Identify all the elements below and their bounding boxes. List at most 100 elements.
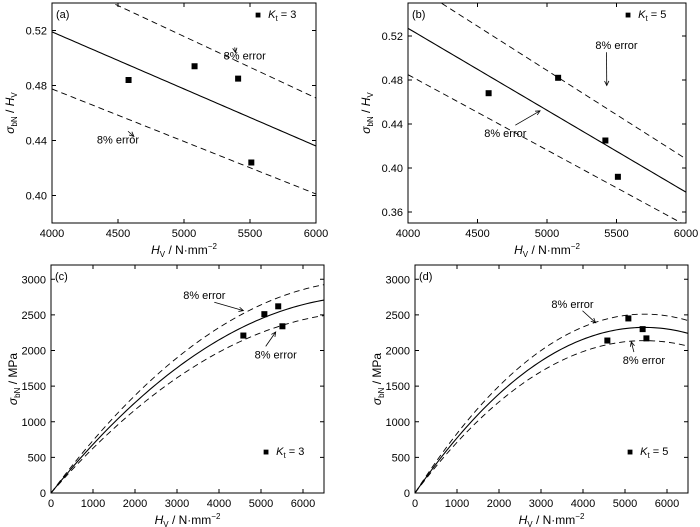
panel-label: (d) [419, 271, 432, 283]
legend-var: K [268, 9, 276, 21]
lower-error-bound [415, 340, 688, 493]
y-tick-label: 0.52 [382, 31, 403, 43]
y-tick-label: 1500 [22, 381, 46, 393]
plot-frame [50, 264, 325, 494]
x-axis-var: H [155, 513, 164, 527]
x-tick-label: 4000 [571, 498, 595, 510]
annotation-arrowhead [271, 331, 277, 337]
annotation-arrowhead [238, 306, 245, 312]
x-axis-unit: / N·mm [533, 513, 576, 527]
y-axis-sep: / MPa [6, 353, 20, 388]
fit-line [51, 299, 324, 493]
y-tick-label: 0.44 [382, 119, 403, 131]
x-tick-label: 6000 [291, 498, 315, 510]
y-axis-var2: H [359, 97, 373, 106]
x-tick-label: 3000 [529, 498, 553, 510]
x-tick-label: 5000 [613, 498, 637, 510]
x-tick-label: 0 [48, 498, 54, 510]
error-annotation: 8% error [255, 349, 298, 361]
x-tick-label: 3000 [165, 498, 189, 510]
x-tick-label: 2000 [487, 498, 511, 510]
y-tick-label: 2500 [22, 310, 46, 322]
y-axis-label: σbN / MPa [6, 353, 22, 405]
legend-value: = 3 [278, 9, 297, 21]
curves [51, 284, 324, 493]
y-tick-label: 0.48 [26, 81, 47, 93]
data-point [248, 159, 255, 166]
upper-error-bound [440, 3, 686, 160]
y-tick-label: 0.40 [26, 191, 47, 203]
y-tick-label: 2000 [22, 346, 46, 358]
x-axis-label: HV / N·mm−2 [519, 512, 585, 527]
upper-error-bound [111, 3, 316, 99]
x-axis-var: H [514, 243, 523, 257]
data-point [240, 332, 247, 339]
y-axis-var: σ [6, 397, 20, 405]
data-point [643, 335, 650, 342]
data-point [602, 137, 609, 144]
chart-panel-4: 0 1000 2000 3000 4000 5000 6000 0 500 1000 1500 200… [370, 264, 689, 527]
x-axis-sup: −2 [575, 512, 585, 521]
data-point [614, 173, 621, 180]
y-axis-var: σ [359, 126, 373, 134]
plot-frame [407, 2, 687, 224]
legend-space [633, 446, 636, 458]
y-tick-label: 500 [392, 452, 410, 464]
x-tick-label: 5000 [249, 498, 273, 510]
x-tick-label: 4000 [207, 498, 231, 510]
x-tick-label: 5000 [172, 228, 196, 240]
error-annotation: 8% error [97, 134, 140, 146]
fit-line [52, 31, 316, 147]
y-axis-var: σ [3, 126, 17, 134]
annotation-arrowhead [128, 131, 135, 137]
y-tick-label: 0 [40, 488, 46, 500]
x-tick-label: 5500 [604, 228, 628, 240]
legend-value: = 5 [650, 446, 669, 458]
data-point [275, 303, 282, 310]
y-tick-label: 3000 [386, 274, 410, 286]
annotation-arrowhead [604, 80, 610, 87]
error-annotation: 8% error [595, 40, 638, 52]
data-point [235, 75, 242, 82]
legend-space [631, 9, 634, 21]
error-annotation: 8% error [224, 50, 267, 62]
x-tick-label: 6000 [674, 228, 698, 240]
x-axis-sub: V [160, 250, 166, 259]
x-axis-sup: −2 [571, 242, 581, 251]
y-axis-sub: bN [377, 387, 386, 397]
y-tick-label: 0.40 [382, 163, 403, 175]
y-tick-label: 0.36 [382, 207, 403, 219]
lower-error-bound [51, 315, 324, 493]
y-axis-label: σbN / MPa [370, 353, 386, 405]
legend-var: K [638, 9, 646, 21]
y-tick-label: 1500 [386, 381, 410, 393]
x-axis-sub: V [163, 520, 169, 527]
panel-label: (c) [55, 271, 68, 283]
x-tick-label: 4000 [396, 228, 420, 240]
legend-entry: ■ Kt = 5 [627, 446, 668, 460]
x-tick-label: 0 [412, 498, 418, 510]
x-axis-unit: / N·mm [169, 513, 212, 527]
error-annotation: 8% error [623, 355, 666, 367]
y-tick-label: 0.52 [26, 26, 47, 38]
panel-label: (a) [56, 9, 69, 21]
annotation-leader [214, 301, 244, 311]
legend-value: = 5 [648, 9, 667, 21]
x-tick-label: 6000 [304, 228, 328, 240]
x-tick-label: 6000 [655, 498, 679, 510]
x-tick-label: 4500 [465, 228, 489, 240]
legend-marker: ■ [255, 10, 261, 21]
y-axis-sub2: V [366, 92, 375, 98]
data-point [125, 77, 132, 83]
legend-space [261, 9, 264, 21]
fit-line [408, 27, 686, 193]
data-point [279, 323, 286, 330]
data-point [261, 311, 268, 318]
data-point [625, 315, 632, 322]
x-axis-label: HV / N·mm−2 [155, 512, 221, 527]
y-tick-label: 2500 [386, 310, 410, 322]
curves [408, 3, 686, 223]
y-tick-label: 0.44 [26, 136, 47, 148]
x-axis-label: HV / N·mm−2 [151, 242, 217, 259]
y-tick-label: 2000 [386, 346, 410, 358]
